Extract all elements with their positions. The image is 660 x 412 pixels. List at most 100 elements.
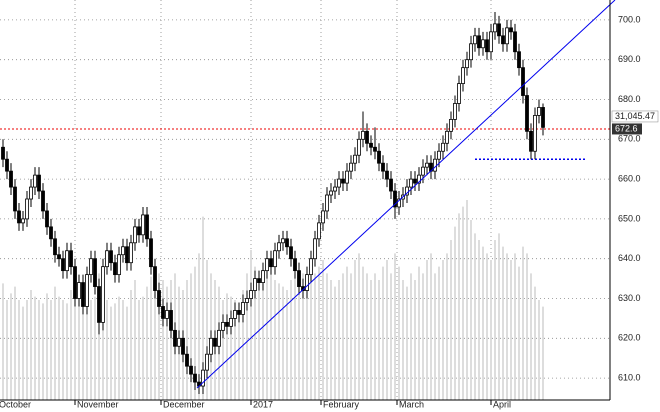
candle-body xyxy=(493,23,497,33)
candle-body xyxy=(61,258,65,272)
candle-body xyxy=(113,262,117,276)
candle-body xyxy=(53,238,57,256)
candle-body xyxy=(357,138,361,156)
candle-body xyxy=(149,238,153,268)
candle-body xyxy=(97,286,101,323)
candle-body xyxy=(513,31,517,53)
candle-body xyxy=(109,250,113,264)
candle-body xyxy=(157,290,161,307)
candle-body xyxy=(21,218,25,224)
y-tick-label: 620.0 xyxy=(618,333,641,343)
candle-body xyxy=(329,190,333,196)
candle-body xyxy=(89,258,93,276)
candle-body xyxy=(37,174,41,192)
x-tick-label: October xyxy=(0,399,31,409)
candle-body xyxy=(481,39,485,49)
candle-body xyxy=(373,146,377,152)
candle-body xyxy=(193,373,197,383)
candle-body xyxy=(393,190,397,208)
candle-body xyxy=(461,67,465,84)
candle-body xyxy=(533,115,537,152)
candle-body xyxy=(293,258,297,272)
candle-body xyxy=(129,242,133,264)
candle-body xyxy=(241,302,245,315)
candle-body xyxy=(161,306,165,319)
candle-body xyxy=(117,254,121,276)
candle-body xyxy=(57,254,61,260)
y-tick-label: 630.0 xyxy=(618,293,641,303)
candle-body xyxy=(525,95,529,132)
candle-body xyxy=(137,226,141,236)
candle-body xyxy=(517,51,521,69)
candle-body xyxy=(349,162,353,172)
candle-body xyxy=(521,67,525,96)
candle-body xyxy=(145,214,149,240)
candle-body xyxy=(433,158,437,172)
candle-body xyxy=(209,337,213,355)
candle-body xyxy=(489,31,493,53)
candle-body xyxy=(237,310,241,315)
candle-body xyxy=(385,170,389,180)
candle-body xyxy=(317,222,321,240)
indicator-box xyxy=(611,110,659,123)
candle-body xyxy=(29,186,33,200)
candle-body xyxy=(369,142,373,148)
candle-body xyxy=(425,162,429,168)
candle-body xyxy=(261,270,265,283)
indicator-label: 31,045.47 xyxy=(615,111,655,121)
candle-body xyxy=(381,162,385,172)
candle-body xyxy=(453,103,457,120)
candle-body xyxy=(1,146,5,160)
candle-body xyxy=(105,250,109,268)
candle-body xyxy=(449,119,453,132)
candle-body xyxy=(65,250,69,272)
candle-body xyxy=(269,258,273,268)
candle-body xyxy=(397,198,401,208)
candle-body xyxy=(313,238,317,260)
candle-body xyxy=(221,321,225,331)
candle-body xyxy=(341,178,345,184)
candle-body xyxy=(529,130,533,152)
candle-body xyxy=(353,154,357,164)
candle-body xyxy=(13,186,17,212)
candle-body xyxy=(233,310,237,319)
candle-body xyxy=(365,130,369,144)
candle-body xyxy=(321,210,325,224)
candle-body xyxy=(345,170,349,184)
x-tick-label: March xyxy=(399,399,424,409)
candle-body xyxy=(413,178,417,184)
candle-body xyxy=(205,353,209,371)
candle-body xyxy=(213,337,217,347)
candle-body xyxy=(121,246,125,256)
y-tick-label: 650.0 xyxy=(618,213,641,223)
candle-body xyxy=(409,178,413,188)
candle-body xyxy=(537,107,541,116)
price-label: 672.6 xyxy=(615,123,638,133)
y-tick-label: 690.0 xyxy=(618,54,641,64)
candle-body xyxy=(225,321,229,327)
candle-body xyxy=(165,310,169,319)
candle-body xyxy=(45,210,49,228)
y-tick-label: 610.0 xyxy=(618,372,641,382)
candle-body xyxy=(473,35,477,45)
candle-body xyxy=(297,270,301,287)
y-tick-label: 700.0 xyxy=(618,14,641,24)
candle-body xyxy=(229,318,233,327)
candle-body xyxy=(477,35,481,49)
y-tick-label: 680.0 xyxy=(618,94,641,104)
candle-body xyxy=(377,150,381,164)
candle-body xyxy=(177,337,181,347)
candle-body xyxy=(17,210,21,224)
candle-body xyxy=(253,278,257,291)
candle-body xyxy=(541,107,545,128)
candle-body xyxy=(465,59,469,69)
candle-body xyxy=(201,369,205,387)
candle-body xyxy=(133,226,137,244)
x-tick-label: 2017 xyxy=(253,399,273,409)
candle-body xyxy=(153,266,157,291)
candle-body xyxy=(49,226,53,240)
candle-body xyxy=(69,250,73,268)
candle-body xyxy=(101,266,105,323)
y-tick-label: 660.0 xyxy=(618,173,641,183)
